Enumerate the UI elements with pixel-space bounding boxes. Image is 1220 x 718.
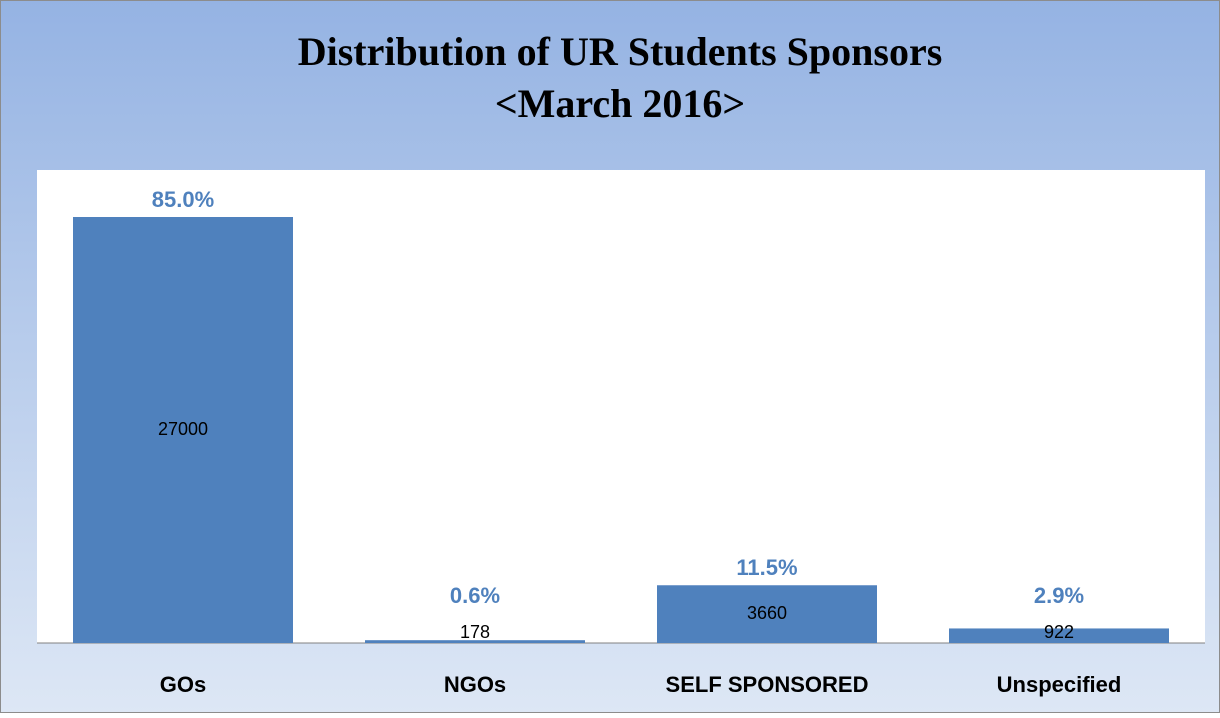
bar (949, 628, 1169, 643)
x-tick-label: Unspecified (997, 672, 1122, 697)
x-tick-label: SELF SPONSORED (666, 672, 869, 697)
bar (365, 640, 585, 643)
bar (73, 217, 293, 643)
count-label: 922 (1044, 622, 1074, 642)
share-label: 11.5% (736, 555, 797, 580)
count-label: 3660 (747, 603, 787, 623)
count-label: 27000 (158, 419, 208, 439)
bar (657, 585, 877, 643)
x-tick-label: GOs (160, 672, 206, 697)
x-tick-label: NGOs (444, 672, 506, 697)
chart-subtitle: <March 2016> (495, 81, 745, 126)
share-label: 2.9% (1034, 583, 1084, 608)
share-label: 0.6% (450, 583, 500, 608)
share-label: 85.0% (152, 187, 214, 212)
count-label: 178 (460, 622, 490, 642)
chart-title: Distribution of UR Students Sponsors (298, 29, 943, 74)
